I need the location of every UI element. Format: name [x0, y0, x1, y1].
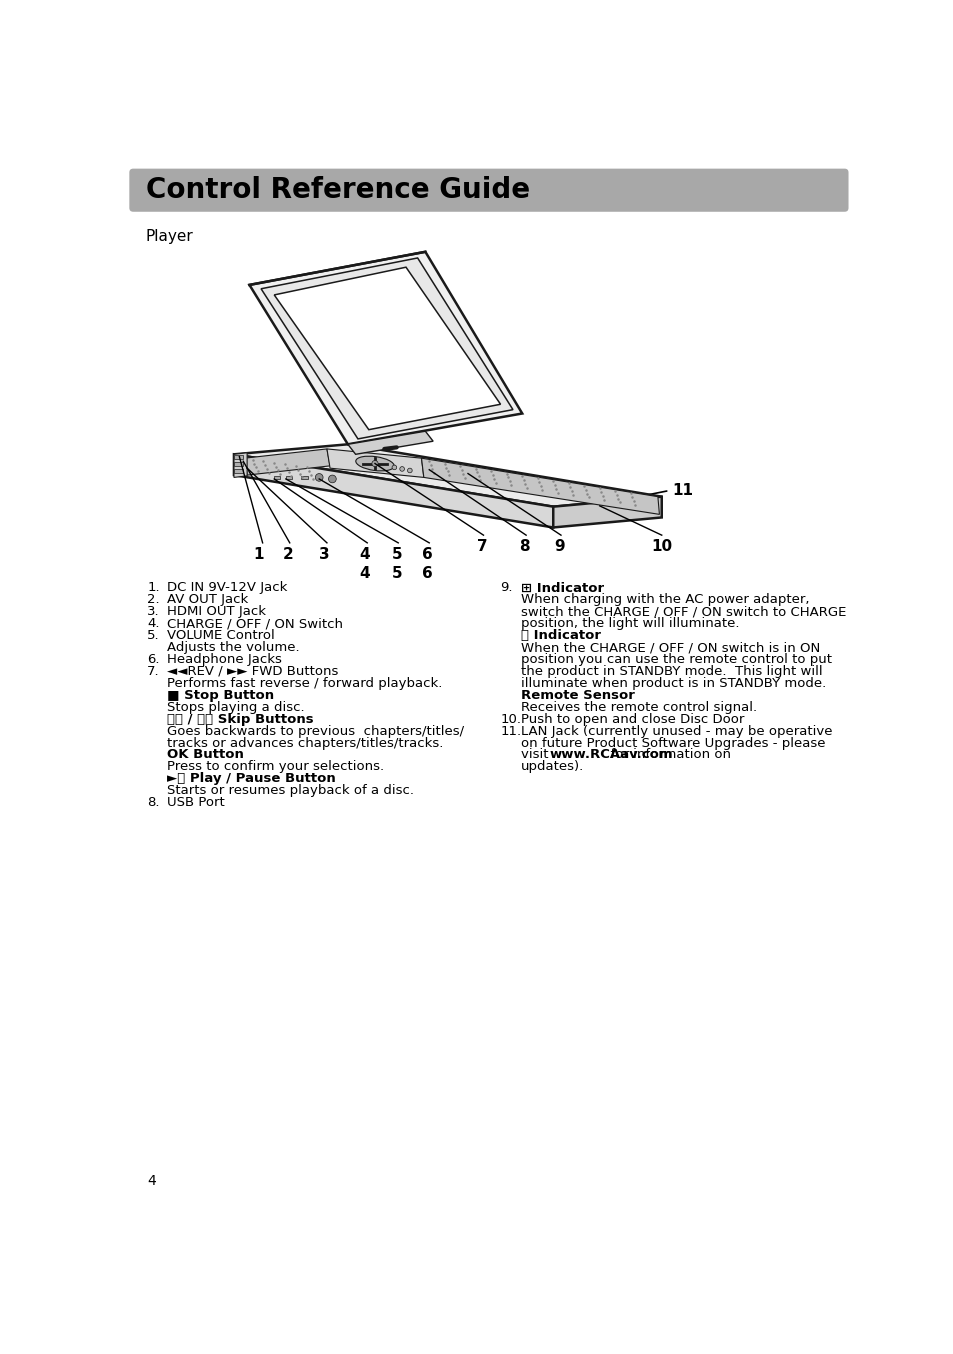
- Text: 10: 10: [651, 539, 672, 554]
- Polygon shape: [348, 431, 433, 455]
- Text: OK Button: OK Button: [167, 749, 244, 761]
- Text: 7: 7: [476, 539, 487, 554]
- Text: Performs fast reverse / forward playback.: Performs fast reverse / forward playback…: [167, 677, 442, 689]
- Ellipse shape: [355, 456, 394, 471]
- Text: tracks or advances chapters/titles/tracks.: tracks or advances chapters/titles/track…: [167, 737, 443, 750]
- Bar: [274, 475, 280, 479]
- Text: 9: 9: [554, 539, 564, 554]
- Text: 4.: 4.: [147, 617, 159, 630]
- Text: 1.: 1.: [147, 581, 159, 594]
- Polygon shape: [233, 444, 661, 506]
- FancyBboxPatch shape: [130, 169, 847, 211]
- Bar: [301, 475, 307, 479]
- Text: ■ Stop Button: ■ Stop Button: [167, 689, 274, 701]
- Text: Remote Sensor: Remote Sensor: [520, 689, 634, 701]
- Text: When the CHARGE / OFF / ON switch is in ON: When the CHARGE / OFF / ON switch is in …: [520, 640, 819, 654]
- Text: 3: 3: [319, 547, 330, 562]
- Circle shape: [407, 468, 412, 473]
- Text: 11.: 11.: [500, 724, 521, 738]
- Polygon shape: [233, 455, 553, 528]
- Text: 9.: 9.: [500, 581, 513, 594]
- Text: www.RCAav.com: www.RCAav.com: [549, 749, 672, 761]
- Text: 5.: 5.: [147, 630, 159, 642]
- Polygon shape: [274, 267, 500, 429]
- Bar: [233, 462, 243, 466]
- Text: Press to confirm your selections.: Press to confirm your selections.: [167, 761, 384, 773]
- Text: HDMI OUT Jack: HDMI OUT Jack: [167, 605, 266, 619]
- Polygon shape: [421, 458, 659, 515]
- Text: ►⏸ Play / Pause Button: ►⏸ Play / Pause Button: [167, 772, 335, 785]
- Bar: [286, 475, 292, 479]
- Text: 5: 5: [391, 547, 401, 562]
- Text: on future Product Software Upgrades - please: on future Product Software Upgrades - pl…: [520, 737, 824, 750]
- Text: illuminate when product is in STANDBY mode.: illuminate when product is in STANDBY mo…: [520, 677, 825, 689]
- Polygon shape: [245, 450, 330, 475]
- Bar: [233, 468, 243, 473]
- Text: position you can use the remote control to put: position you can use the remote control …: [520, 653, 831, 666]
- Text: When charging with the AC power adapter,: When charging with the AC power adapter,: [520, 593, 808, 607]
- Text: Receives the remote control signal.: Receives the remote control signal.: [520, 701, 756, 714]
- Text: CHARGE / OFF / ON Switch: CHARGE / OFF / ON Switch: [167, 617, 343, 630]
- Text: for information on: for information on: [601, 749, 730, 761]
- Text: USB Port: USB Port: [167, 796, 225, 810]
- Text: position, the light will illuminate.: position, the light will illuminate.: [520, 617, 739, 630]
- Bar: [233, 455, 243, 459]
- Text: switch the CHARGE / OFF / ON switch to CHARGE: switch the CHARGE / OFF / ON switch to C…: [520, 605, 845, 619]
- Text: ⏮⏮ / ⏭⏭ Skip Buttons: ⏮⏮ / ⏭⏭ Skip Buttons: [167, 712, 314, 726]
- Text: 8: 8: [518, 539, 529, 554]
- Text: 6: 6: [422, 547, 433, 562]
- Text: the product in STANDBY mode.  This light will: the product in STANDBY mode. This light …: [520, 665, 821, 678]
- Text: 1: 1: [253, 547, 264, 562]
- Text: Headphone Jacks: Headphone Jacks: [167, 653, 282, 666]
- Circle shape: [315, 474, 323, 481]
- Circle shape: [372, 460, 377, 467]
- Text: 2: 2: [282, 547, 294, 562]
- Circle shape: [328, 475, 335, 483]
- Text: LAN Jack (currently unused - may be operative: LAN Jack (currently unused - may be oper…: [520, 724, 831, 738]
- Text: DC IN 9V-12V Jack: DC IN 9V-12V Jack: [167, 581, 288, 594]
- Text: updates).: updates).: [520, 761, 583, 773]
- Text: Player: Player: [146, 229, 193, 244]
- Text: VOLUME Control: VOLUME Control: [167, 630, 274, 642]
- Text: 4: 4: [358, 566, 369, 581]
- Text: 6.: 6.: [147, 653, 159, 666]
- Text: 3.: 3.: [147, 605, 159, 619]
- Polygon shape: [233, 452, 247, 478]
- Text: 10.: 10.: [500, 712, 521, 726]
- Text: ⊞ Indicator: ⊞ Indicator: [520, 581, 603, 594]
- Text: visit: visit: [520, 749, 557, 761]
- Circle shape: [392, 464, 396, 470]
- Text: 5: 5: [391, 566, 401, 581]
- Text: Stops playing a disc.: Stops playing a disc.: [167, 701, 305, 714]
- Polygon shape: [327, 450, 423, 478]
- Circle shape: [399, 467, 404, 471]
- Text: 4: 4: [358, 547, 369, 562]
- Text: 4: 4: [147, 1174, 155, 1187]
- Text: 11: 11: [672, 483, 693, 498]
- Text: 2.: 2.: [147, 593, 159, 607]
- Text: Starts or resumes playback of a disc.: Starts or resumes playback of a disc.: [167, 784, 414, 798]
- Polygon shape: [249, 252, 521, 444]
- Text: 8.: 8.: [147, 796, 159, 810]
- Polygon shape: [553, 497, 661, 528]
- Text: ◄◄REV / ►► FWD Buttons: ◄◄REV / ►► FWD Buttons: [167, 665, 338, 678]
- Text: Goes backwards to previous  chapters/titles/: Goes backwards to previous chapters/titl…: [167, 724, 464, 738]
- Text: Control Reference Guide: Control Reference Guide: [146, 176, 529, 204]
- Text: ⏻ Indicator: ⏻ Indicator: [520, 630, 600, 642]
- Text: 6: 6: [422, 566, 433, 581]
- Polygon shape: [261, 259, 513, 439]
- Text: Push to open and close Disc Door: Push to open and close Disc Door: [520, 712, 743, 726]
- Text: Adjusts the volume.: Adjusts the volume.: [167, 640, 299, 654]
- Text: AV OUT Jack: AV OUT Jack: [167, 593, 249, 607]
- Text: 7.: 7.: [147, 665, 159, 678]
